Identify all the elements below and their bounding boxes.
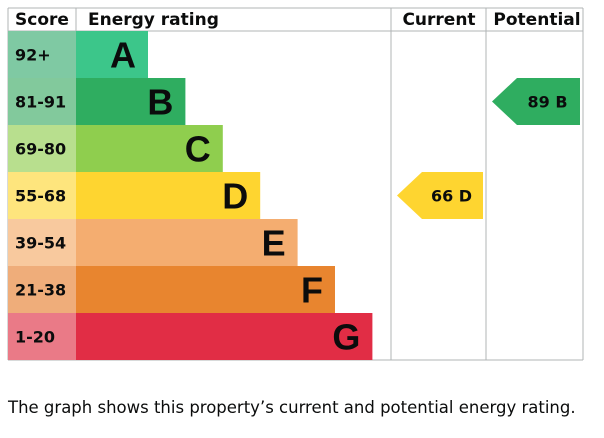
score-range-g: 1-20 <box>15 328 55 347</box>
chart-headers: Score Energy rating Current Potential <box>15 10 581 30</box>
score-cell-g <box>8 313 76 360</box>
energy-rating-header: Energy rating <box>88 10 219 30</box>
band-bar-d <box>76 172 261 219</box>
band-bar-a <box>76 31 148 78</box>
rating-indicators: 66 D 89 B <box>397 78 580 219</box>
score-cell-c <box>8 125 76 172</box>
score-range-d: 55-68 <box>15 187 66 206</box>
band-bar-c <box>76 125 223 172</box>
score-range-b: 81-91 <box>15 93 66 112</box>
potential-header: Potential <box>493 10 580 30</box>
score-cell-a <box>8 31 76 78</box>
score-cell-b <box>8 78 76 125</box>
score-range-e: 39-54 <box>15 234 66 253</box>
band-bar-g <box>76 313 373 360</box>
score-range-f: 21-38 <box>15 281 66 300</box>
score-range-a: 92+ <box>15 46 51 65</box>
band-letter-c: C <box>185 129 211 170</box>
potential-rating-label: 89 B <box>527 93 567 112</box>
score-range-c: 69-80 <box>15 140 66 159</box>
current-rating-label: 66 D <box>431 187 472 206</box>
band-letter-a: A <box>110 35 136 76</box>
band-letter-d: D <box>222 176 248 217</box>
band-letter-g: G <box>332 317 360 358</box>
band-letter-b: B <box>147 82 173 123</box>
band-bar-e <box>76 219 298 266</box>
band-bar-b <box>76 78 186 125</box>
chart-caption: The graph shows this property’s current … <box>8 398 576 417</box>
score-cell-d <box>8 172 76 219</box>
score-header: Score <box>15 10 69 30</box>
rating-bands: 92+ A 81-91 B 69-80 C 55-68 D 39-54 E 21-38 F 1-20 G <box>8 31 373 360</box>
band-letter-e: E <box>262 223 286 264</box>
current-arrow <box>397 172 483 219</box>
potential-arrow <box>492 78 580 125</box>
score-cell-e <box>8 219 76 266</box>
band-bar-f <box>76 266 335 313</box>
score-cell-f <box>8 266 76 313</box>
current-header: Current <box>402 10 475 30</box>
band-letter-f: F <box>301 270 323 311</box>
